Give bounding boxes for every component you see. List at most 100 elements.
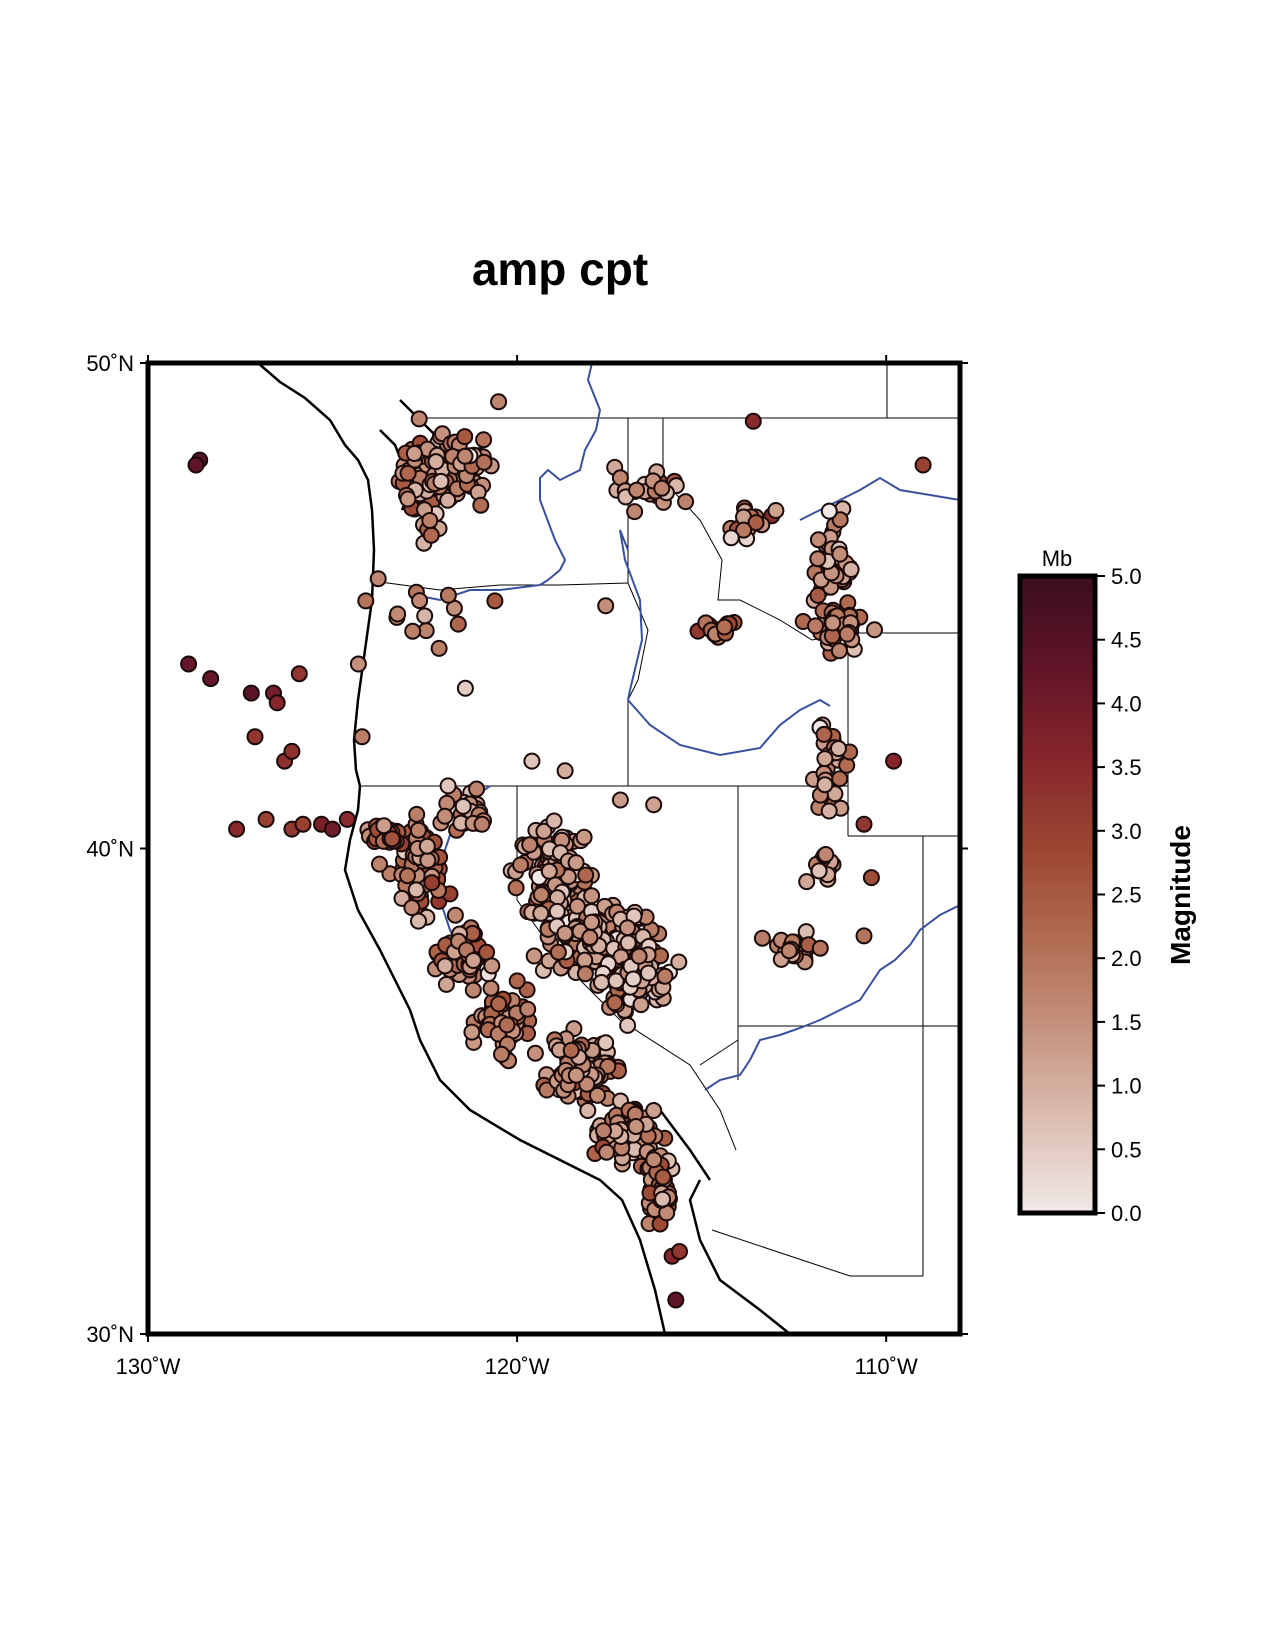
earthquake-point xyxy=(338,810,356,828)
earthquake-point xyxy=(526,1044,544,1062)
earthquake-point xyxy=(449,615,467,633)
earthquake-point xyxy=(404,622,422,640)
colorbar-tick-label: 0.5 xyxy=(1111,1137,1142,1162)
earthquake-point xyxy=(817,846,835,863)
earthquake-point xyxy=(816,776,834,794)
earthquake-point xyxy=(619,934,637,952)
earthquake-point xyxy=(290,665,308,683)
earthquake-point xyxy=(180,655,198,673)
earthquake-point xyxy=(838,625,856,643)
colorbar-tick-label: 5.0 xyxy=(1111,564,1142,589)
earthquake-point xyxy=(418,837,436,855)
earthquake-point xyxy=(411,592,429,610)
earthquake-point xyxy=(532,886,550,904)
earthquake-point xyxy=(809,550,827,568)
earthquake-point xyxy=(671,1243,688,1260)
earthquake-point xyxy=(369,570,387,588)
colorbar-ticks: 0.0 0.5 1.0 1.5 2.0 2.5 3.0 3.5 4.0 4.5 5.0 xyxy=(1095,564,1142,1226)
earthquake-point xyxy=(627,1118,645,1135)
earthquake-point xyxy=(654,1190,672,1208)
earthquake-point xyxy=(715,618,733,636)
earthquake-point xyxy=(810,862,828,880)
lon-tick-label: 110˚W xyxy=(855,1354,918,1379)
earthquake-point xyxy=(419,851,437,869)
earthquake-point xyxy=(577,866,595,884)
earthquake-point xyxy=(556,762,574,780)
rivers xyxy=(419,363,960,1091)
earthquake-point xyxy=(744,412,762,430)
earthquake-point xyxy=(498,1016,516,1034)
earthquake-point xyxy=(830,740,847,757)
axis-ticks: 50˚N 40˚N 30˚N 130˚W 120˚W 110˚W xyxy=(86,351,968,1379)
earthquake-point xyxy=(482,979,500,997)
earthquake-point xyxy=(242,684,260,702)
earthquake-point xyxy=(811,939,829,957)
earthquake-point xyxy=(630,947,648,965)
earthquake-point xyxy=(454,797,472,815)
earthquake-point xyxy=(654,1168,672,1186)
earthquake-point xyxy=(439,777,457,795)
earthquake-point xyxy=(464,981,482,999)
earthquake-point xyxy=(598,1143,616,1161)
earthquake-point xyxy=(593,974,610,991)
earthquake-point xyxy=(831,770,849,788)
earthquake-point xyxy=(353,728,371,746)
earthquake-point xyxy=(581,928,599,946)
earthquake-point xyxy=(815,725,833,743)
earthquake-point xyxy=(809,531,827,549)
earthquake-point xyxy=(405,445,423,462)
earthquake-point xyxy=(407,881,425,899)
earthquake-point xyxy=(855,815,873,833)
colorbar-tick-label: 1.5 xyxy=(1111,1010,1142,1035)
earthquake-point xyxy=(619,919,636,937)
earthquake-point xyxy=(653,479,671,497)
colorbar-tick-label: 1.0 xyxy=(1111,1074,1142,1099)
lon-tick-label: 120˚W xyxy=(485,1354,550,1379)
earthquake-point xyxy=(383,830,401,848)
earthquake-point xyxy=(427,453,445,471)
earthquake-point xyxy=(545,812,563,830)
earthquake-point xyxy=(437,975,455,993)
colorbar-gradient xyxy=(1017,573,1098,1216)
earthquake-point xyxy=(667,1291,685,1309)
lat-tick-label: 30˚N xyxy=(86,1322,134,1347)
earthquake-point xyxy=(578,1075,596,1093)
earthquake-point xyxy=(324,820,341,838)
earthquake-point xyxy=(549,943,567,961)
earthquake-point xyxy=(597,597,615,615)
earthquake-point xyxy=(410,912,427,930)
earthquake-point xyxy=(187,456,205,474)
colorbar-tick-label: 3.0 xyxy=(1111,819,1142,844)
colorbar-tick-label: 4.5 xyxy=(1111,628,1142,653)
earthquake-point xyxy=(408,805,426,823)
earthquake-point xyxy=(410,410,428,428)
earthquake-point xyxy=(472,496,490,514)
earthquake-point xyxy=(399,490,417,508)
earthquake-point xyxy=(507,879,525,897)
earthquake-point xyxy=(753,929,771,947)
earthquake-point xyxy=(257,810,275,828)
colorbar-tick-label: 0.0 xyxy=(1111,1201,1142,1226)
earthquake-point xyxy=(268,694,286,712)
earthquake-point xyxy=(456,447,474,465)
earthquake-point xyxy=(535,822,553,840)
earthquake-point xyxy=(540,862,558,880)
earthquake-point xyxy=(283,742,301,760)
earthquake-point xyxy=(670,953,688,971)
earthquake-point xyxy=(446,906,464,924)
earthquake-point xyxy=(436,807,454,825)
earthquake-point xyxy=(456,428,474,446)
earthquake-point xyxy=(809,586,827,604)
earthquake-point xyxy=(456,679,474,697)
earthquake-point xyxy=(422,526,440,544)
earthquake-point xyxy=(583,913,601,931)
earthquake-point xyxy=(490,995,508,1013)
earthquake-point xyxy=(628,481,646,499)
earthquake-point xyxy=(409,821,427,839)
earthquake-point xyxy=(423,874,441,892)
earthquake-point xyxy=(583,887,601,905)
earthquake-point xyxy=(432,472,450,490)
earthquake-point xyxy=(486,592,504,610)
earthquake-point xyxy=(831,545,849,563)
